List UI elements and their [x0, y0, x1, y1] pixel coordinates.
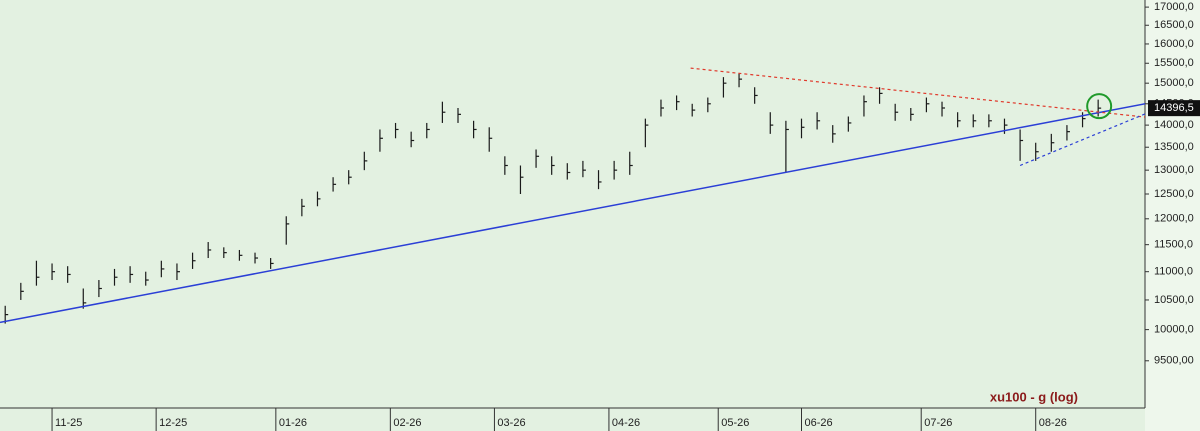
y-tick-label: 9500,00	[1154, 355, 1194, 367]
x-tick-label: 03-26	[497, 417, 525, 429]
trend-line	[0, 103, 1146, 324]
y-tick-label: 14000,0	[1154, 119, 1194, 131]
y-tick-label: 11000,0	[1154, 266, 1193, 278]
x-tick-label: 08-26	[1039, 417, 1067, 429]
y-axis-panel	[1145, 0, 1200, 431]
y-tick-label: 16500,0	[1154, 19, 1194, 31]
x-tick-label: 05-26	[721, 417, 749, 429]
trend-line	[1019, 113, 1146, 167]
y-tick-label: 13000,0	[1154, 164, 1194, 176]
x-tick-label: 07-26	[924, 417, 952, 429]
highlight-circle	[1086, 93, 1113, 120]
y-tick-label: 12500,0	[1154, 188, 1194, 200]
x-tick-label: 02-26	[393, 417, 421, 429]
y-tick-label: 16000,0	[1154, 38, 1194, 50]
y-tick-label: 12000,0	[1154, 213, 1194, 225]
bars	[4, 73, 1102, 324]
y-tick-label: 10500,0	[1154, 294, 1194, 306]
x-tick-label: 01-26	[279, 417, 307, 429]
last-price-label: 14396,5	[1154, 102, 1194, 114]
trend-line	[690, 67, 1146, 118]
y-tick-label: 11500,0	[1154, 239, 1193, 251]
y-tick-label: 15000,0	[1154, 77, 1194, 89]
y-tick-label: 17000,0	[1154, 1, 1194, 13]
last-price-box	[1148, 100, 1200, 117]
chart-title: xu100 - g (log)	[990, 389, 1078, 404]
y-tick-label: 15500,0	[1154, 57, 1194, 69]
x-tick-label: 12-25	[159, 417, 187, 429]
y-tick-label: 13500,0	[1154, 141, 1194, 153]
x-tick-label: 11-25	[55, 417, 82, 429]
x-tick-label: 04-26	[612, 417, 640, 429]
y-tick-label: 10000,0	[1154, 324, 1194, 336]
x-tick-label: 06-26	[805, 417, 833, 429]
